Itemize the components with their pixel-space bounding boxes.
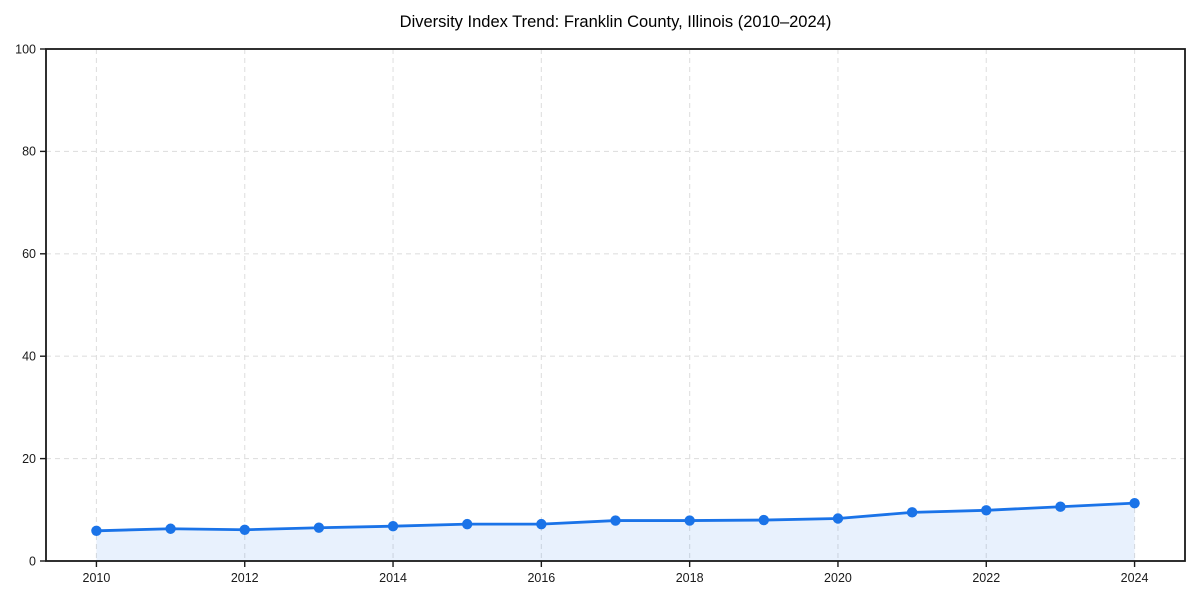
- x-tick-label: 2018: [676, 571, 704, 585]
- data-point-2011: [165, 523, 176, 534]
- data-point-2023: [1055, 501, 1066, 512]
- y-tick-label: 20: [22, 452, 36, 466]
- data-point-2021: [906, 507, 918, 518]
- x-tick-label: 2022: [972, 571, 1000, 585]
- area-fill: [96, 503, 1135, 561]
- chart-title: Diversity Index Trend: Franklin County, …: [399, 13, 832, 31]
- x-tick-label: 2020: [824, 571, 852, 585]
- x-tick-label: 2010: [83, 571, 111, 585]
- data-point-2018: [684, 515, 695, 526]
- plot-border: [45, 48, 1186, 562]
- data-point-2016: [536, 518, 547, 530]
- data-point-2020: [832, 513, 844, 524]
- data-point-2014: [387, 520, 399, 532]
- data-point-2013: [313, 522, 325, 533]
- x-tick-label: 2014: [379, 571, 407, 585]
- x-tick-label: 2016: [527, 571, 555, 585]
- y-tick-label: 80: [22, 145, 36, 159]
- y-tick-label: 0: [29, 554, 36, 568]
- x-tick-label: 2024: [1121, 571, 1149, 585]
- data-point-2010: [91, 525, 102, 536]
- data-point-2017: [610, 515, 621, 526]
- data-point-2015: [461, 518, 473, 530]
- data-point-2022: [981, 505, 992, 516]
- data-point-2019: [758, 514, 770, 526]
- data-point-2012: [239, 524, 250, 535]
- x-tick-label: 2012: [231, 571, 259, 585]
- data-point-2024: [1129, 497, 1140, 509]
- y-tick-label: 40: [22, 350, 36, 364]
- y-tick-label: 100: [15, 42, 36, 56]
- y-tick-label: 60: [22, 247, 36, 261]
